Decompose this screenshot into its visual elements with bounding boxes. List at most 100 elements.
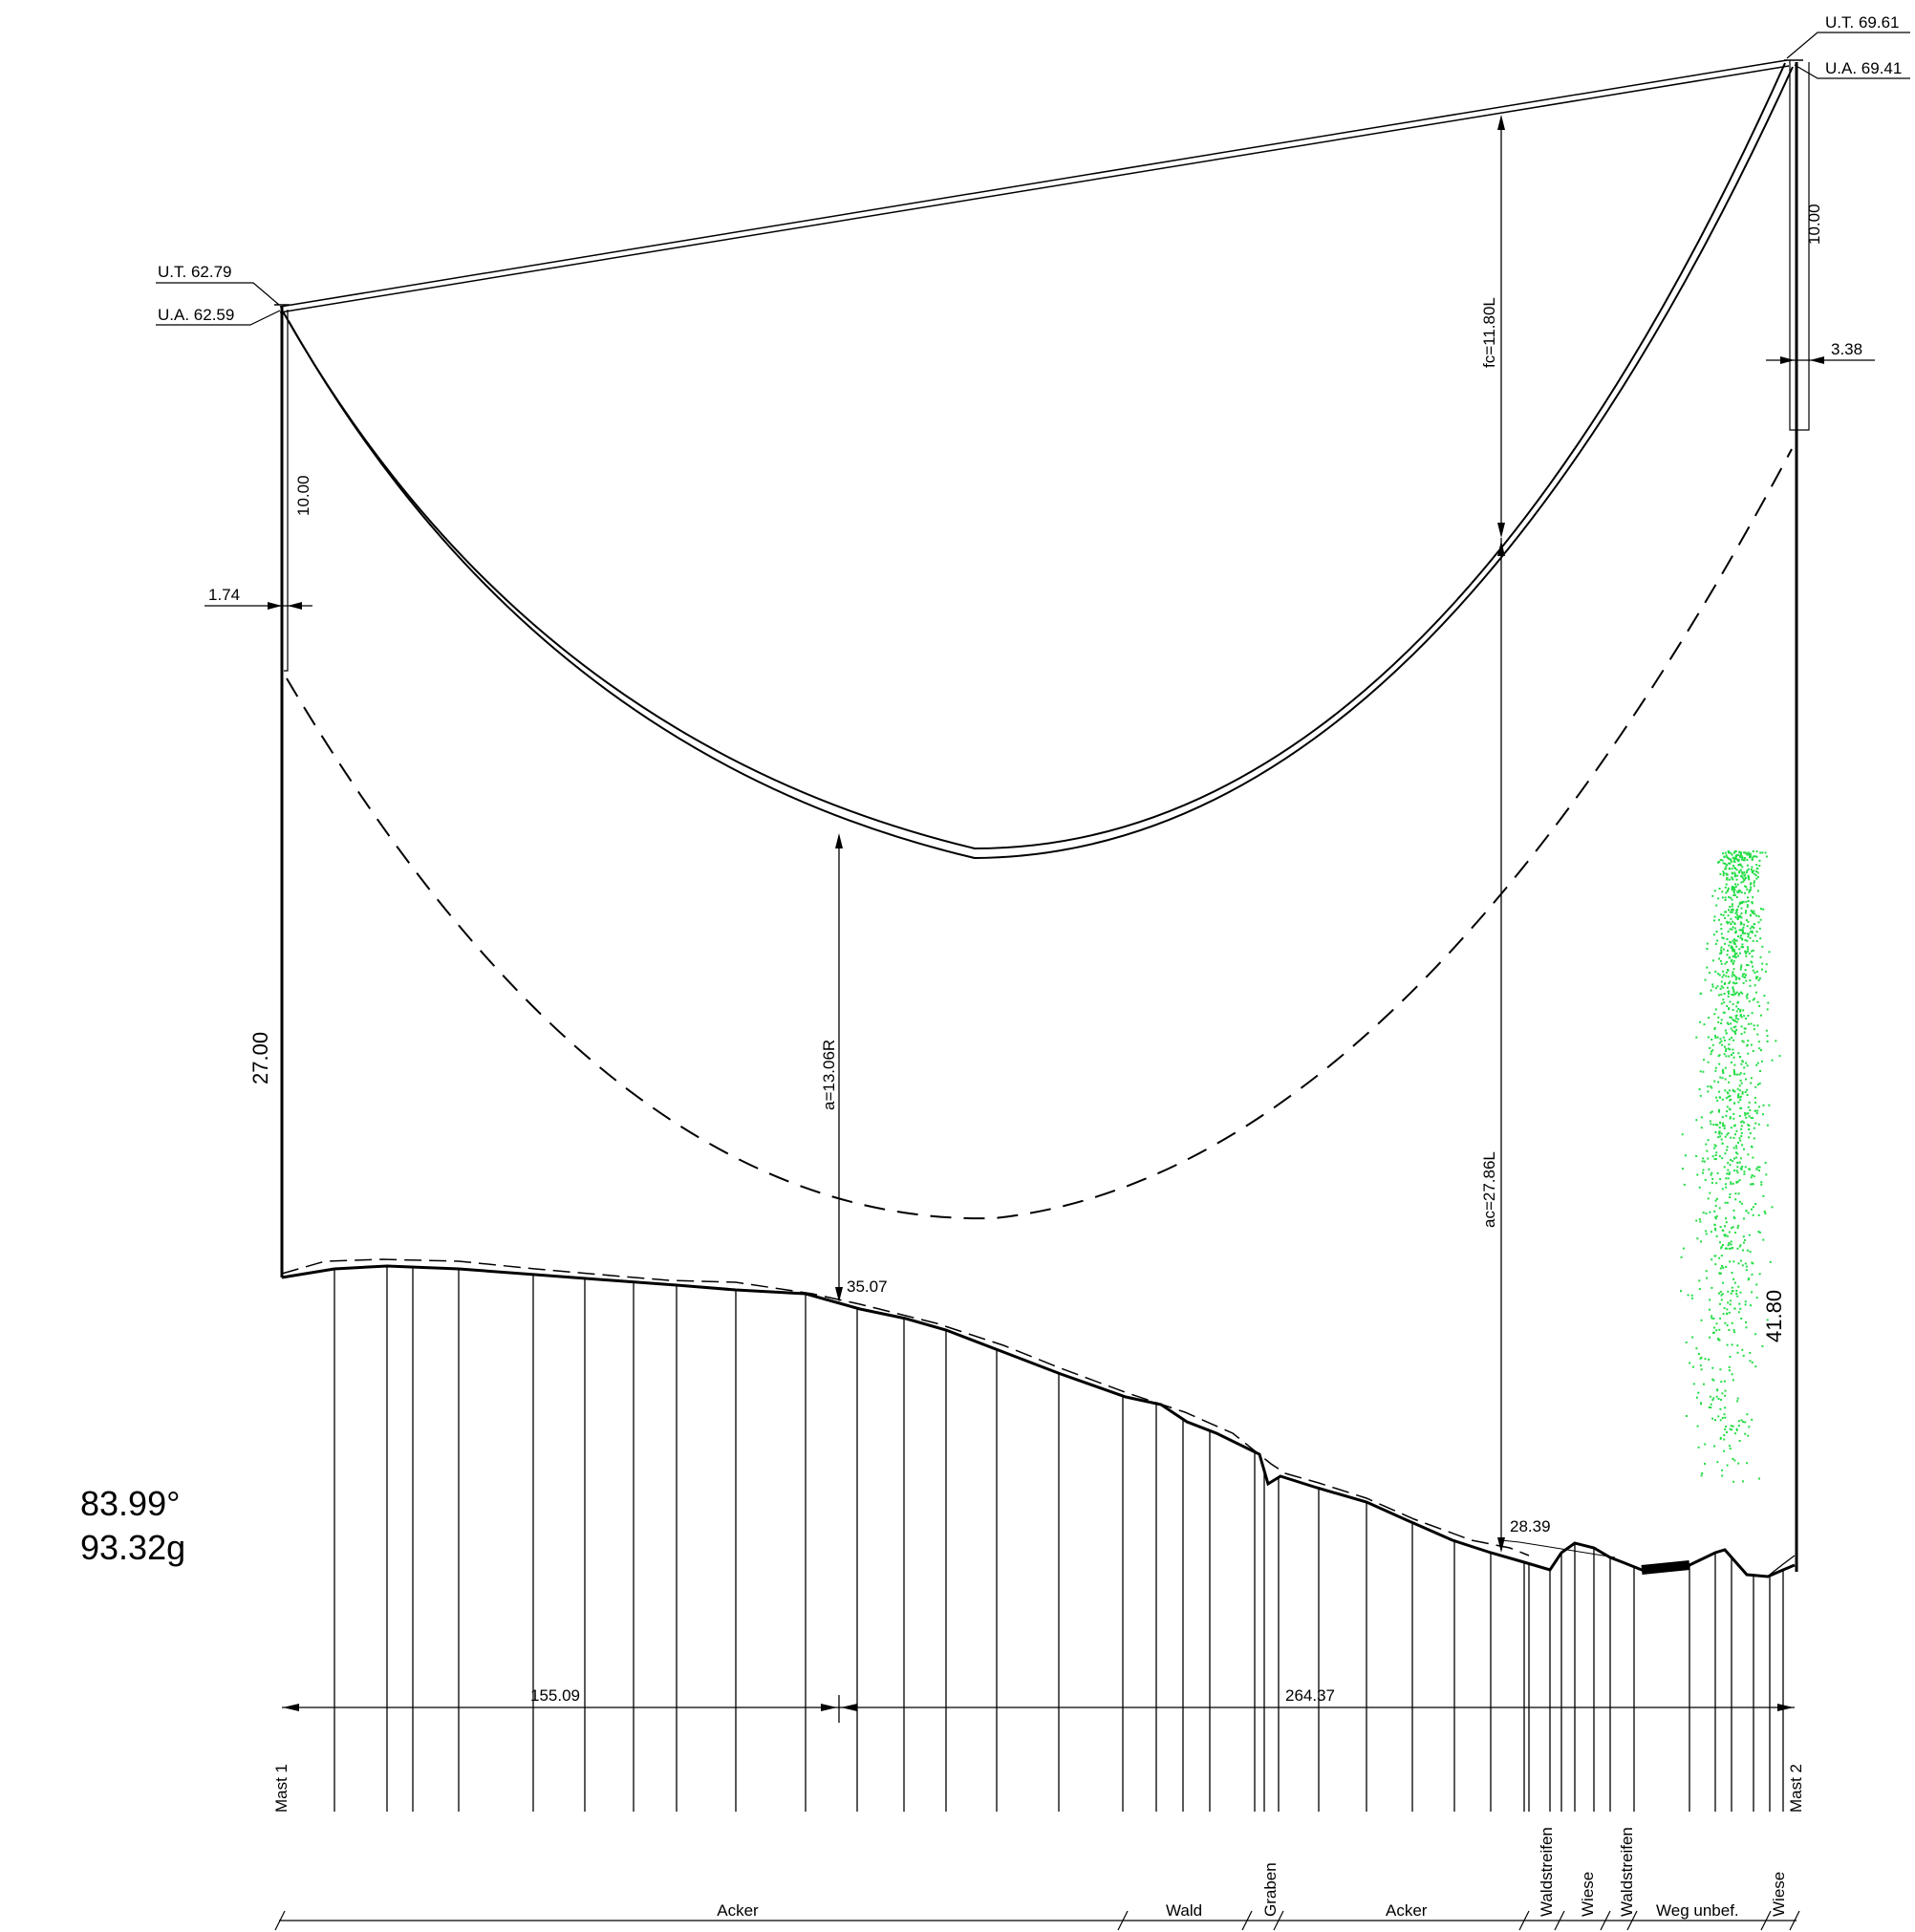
vegetation-point — [1721, 1417, 1724, 1419]
vegetation-point — [1738, 890, 1741, 891]
vegetation-point — [1738, 1137, 1741, 1140]
vegetation-point — [1750, 882, 1753, 885]
angle-gon: 93.32g — [80, 1528, 185, 1567]
vegetation-point — [1746, 1094, 1749, 1096]
vegetation-point — [1713, 1027, 1716, 1029]
vegetation-point — [1757, 1041, 1760, 1043]
vegetation-point — [1730, 1016, 1732, 1019]
vegetation-point — [1732, 909, 1734, 912]
vegetation-point — [1717, 1398, 1720, 1400]
vegetation-point — [1720, 1299, 1723, 1301]
vegetation-point — [1732, 1026, 1735, 1029]
vegetation-point — [1737, 1462, 1740, 1465]
vegetation-point — [1742, 1421, 1745, 1424]
vegetation-point — [1733, 1020, 1736, 1022]
vegetation-point — [1751, 866, 1754, 869]
vegetation-point — [1754, 1109, 1756, 1112]
vegetation-point — [1709, 1395, 1711, 1398]
vegetation-point — [1746, 888, 1749, 891]
vegetation-point — [1697, 1446, 1700, 1449]
vegetation-point — [1722, 1071, 1725, 1074]
vegetation-point — [1735, 1156, 1738, 1159]
vegetation-point — [1721, 1098, 1724, 1101]
vegetation-point — [1729, 1099, 1732, 1102]
vegetation-point — [1750, 1145, 1753, 1148]
vegetation-point — [1730, 1027, 1732, 1030]
vegetation-point — [1732, 1379, 1734, 1382]
vegetation-point — [1713, 1147, 1716, 1149]
vegetation-point — [1730, 909, 1732, 912]
vegetation-point — [1742, 1354, 1745, 1357]
vegetation-point — [1748, 952, 1751, 955]
vegetation-point — [1733, 1307, 1736, 1310]
vegetation-point — [1739, 934, 1742, 937]
vegetation-point — [1731, 871, 1733, 874]
vegetation-point — [1723, 1166, 1726, 1169]
vegetation-point — [1739, 914, 1742, 917]
vegetation-point — [1732, 1048, 1734, 1051]
vegetation-point — [1726, 1201, 1729, 1204]
vegetation-point — [1740, 1259, 1742, 1262]
vegetation-point — [1752, 1050, 1754, 1052]
vegetation-point — [1762, 908, 1765, 911]
vegetation-point — [1705, 1213, 1708, 1215]
vegetation-point — [1732, 1277, 1734, 1280]
vegetation-point — [1746, 964, 1748, 966]
vegetation-point — [1714, 1229, 1717, 1232]
vegetation-point — [1719, 858, 1722, 861]
vegetation-point — [1744, 912, 1747, 914]
vegetation-point — [1746, 869, 1749, 872]
vegetation-point — [1718, 1272, 1721, 1275]
vegetation-point — [1729, 1048, 1732, 1051]
vegetation-point — [1704, 1358, 1707, 1361]
mast2-ua-label: U.A. 69.41 — [1825, 59, 1902, 77]
vegetation-point — [1755, 850, 1758, 853]
vegetation-point — [1743, 879, 1746, 882]
vegetation-point — [1727, 1244, 1730, 1247]
vegetation-point — [1691, 1297, 1694, 1299]
vegetation-point — [1723, 1127, 1726, 1129]
vegetation-point — [1746, 864, 1749, 867]
vegetation-point — [1720, 1040, 1723, 1042]
vegetation-point — [1715, 1322, 1718, 1325]
vegetation-point — [1724, 899, 1727, 901]
vegetation-point — [1719, 872, 1722, 875]
vegetation-point — [1726, 1172, 1729, 1175]
vegetation-point — [1740, 991, 1742, 994]
vegetation-point — [1722, 1068, 1725, 1071]
vegetation-point — [1733, 950, 1736, 953]
vegetation-point — [1730, 1158, 1732, 1161]
vegetation-point — [1743, 874, 1746, 877]
vegetation-point — [1738, 915, 1741, 918]
vegetation-point — [1747, 1106, 1750, 1108]
vegetation-point — [1721, 1188, 1724, 1191]
vegetation-point — [1736, 1227, 1739, 1230]
vegetation-point — [1717, 1136, 1720, 1139]
vegetation-point — [1755, 855, 1758, 858]
vegetation-point — [1745, 995, 1748, 998]
vegetation-point — [1720, 980, 1723, 983]
vegetation-point — [1728, 1107, 1731, 1110]
vegetation-point — [1705, 1233, 1708, 1235]
vegetation-point — [1741, 866, 1744, 869]
vegetation-point — [1699, 1094, 1702, 1097]
vegetation-point — [1747, 851, 1750, 854]
vegetation-point — [1743, 1066, 1746, 1069]
vegetation-point — [1705, 1270, 1708, 1273]
vegetation-point — [1746, 919, 1748, 922]
vegetation-point — [1738, 903, 1741, 906]
vegetation-point — [1731, 1321, 1733, 1324]
vegetation-point — [1739, 1010, 1742, 1013]
vegetation-point — [1753, 1127, 1755, 1129]
vegetation-point — [1742, 901, 1745, 904]
vegetation-point — [1753, 882, 1755, 885]
vegetation-point — [1732, 939, 1734, 942]
vegetation-point — [1680, 1256, 1683, 1258]
vegetation-point — [1743, 973, 1746, 976]
vegetation-point — [1713, 1013, 1716, 1016]
vegetation-point — [1739, 1121, 1742, 1124]
vegetation-point — [1698, 1088, 1701, 1090]
vegetation-point — [1756, 871, 1759, 874]
vegetation-point — [1713, 1223, 1716, 1226]
vegetation-point — [1722, 913, 1725, 916]
